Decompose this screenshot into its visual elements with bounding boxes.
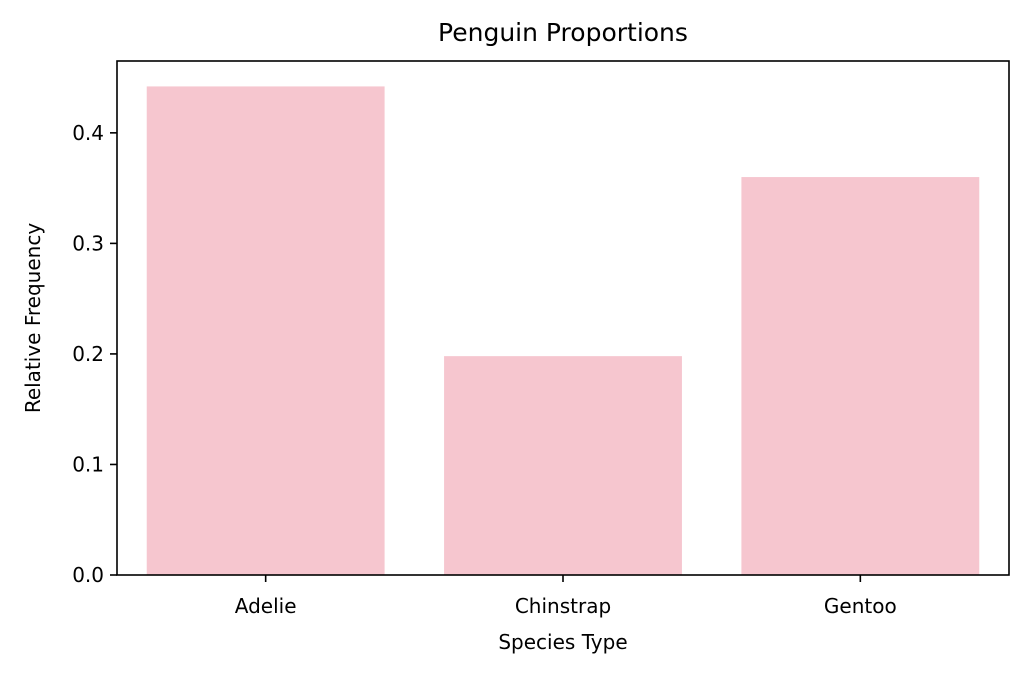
chart-title: Penguin Proportions — [438, 18, 688, 47]
y-axis-ticks: 0.0 0.1 0.2 0.3 0.4 — [72, 121, 117, 587]
bar-chinstrap — [444, 356, 682, 575]
y-tick-label: 0.1 — [72, 452, 104, 476]
x-tick-label: Adelie — [235, 594, 297, 618]
x-tick-label: Chinstrap — [515, 594, 611, 618]
bars-layer — [146, 86, 980, 576]
x-axis-ticks: Adelie Chinstrap Gentoo — [235, 575, 897, 618]
bar-gentoo — [741, 177, 980, 575]
x-axis-label: Species Type — [498, 630, 627, 654]
y-tick-label: 0.3 — [72, 231, 104, 255]
y-tick-label: 0.0 — [72, 563, 104, 587]
bar-adelie — [146, 86, 385, 576]
y-tick-label: 0.2 — [72, 342, 104, 366]
x-tick-label: Gentoo — [824, 594, 897, 618]
y-tick-label: 0.4 — [72, 121, 104, 145]
y-axis-label: Relative Frequency — [21, 223, 45, 413]
